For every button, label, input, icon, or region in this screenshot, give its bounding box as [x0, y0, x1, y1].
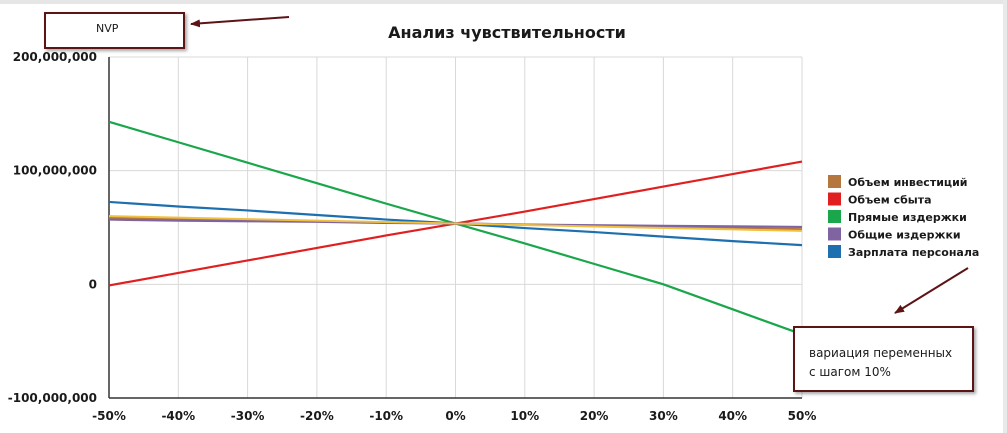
legend-swatch [828, 227, 841, 241]
axes: -50% -40% -30% -20% -10% 0% 10% 20% 30% 40% 50% 200… [8, 50, 817, 423]
x-tick-label: 30% [649, 409, 678, 423]
y-tick-label: 200,000,000 [13, 50, 97, 64]
legend-label: Объем инвестиций [848, 176, 967, 189]
x-tick-label: 40% [718, 409, 747, 423]
variation-callout-line-1: вариация переменных [809, 346, 953, 360]
y-tick-label: -100,000,000 [8, 391, 97, 405]
legend-label: Объем сбыта [848, 194, 932, 207]
legend-swatch [828, 210, 841, 223]
x-tick-label: 0% [445, 409, 465, 423]
npv-callout-text: NVP [96, 22, 119, 35]
x-tick-label: 10% [510, 409, 539, 423]
legend: Объем инвестиций Объем сбыта Прямые издерж… [828, 175, 979, 259]
legend-label: Зарплата персонала [848, 246, 979, 259]
x-tick-label: -10% [369, 409, 403, 423]
y-tick-label: 0 [89, 277, 97, 291]
overlay-series-line [108, 215, 803, 232]
legend-label: Прямые издержки [848, 211, 967, 224]
x-tick-label: 20% [580, 409, 609, 423]
legend-label: Общие издержки [848, 229, 961, 242]
legend-swatch [828, 175, 841, 188]
series-lines [108, 120, 803, 336]
x-tick-label: -20% [300, 409, 334, 423]
window-frame-top [0, 0, 1007, 4]
y-tick-label: 100,000,000 [13, 164, 97, 178]
x-tick-label: -30% [231, 409, 265, 423]
callout-arrows [190, 16, 969, 314]
x-tick-label: -40% [161, 409, 195, 423]
window-frame-right [1003, 0, 1007, 433]
npv-arrow [190, 16, 290, 28]
variation-callout-line-2: с шагом 10% [809, 365, 891, 379]
x-tick-label: -50% [92, 409, 126, 423]
npv-callout: NVP [44, 12, 185, 49]
legend-swatch [828, 245, 841, 258]
variation-callout: вариация переменных с шагом 10% [793, 326, 974, 392]
legend-swatch [828, 192, 841, 206]
chart-title: Анализ чувствительности [388, 23, 626, 42]
variation-arrow [894, 267, 969, 314]
x-tick-label: 50% [788, 409, 817, 423]
